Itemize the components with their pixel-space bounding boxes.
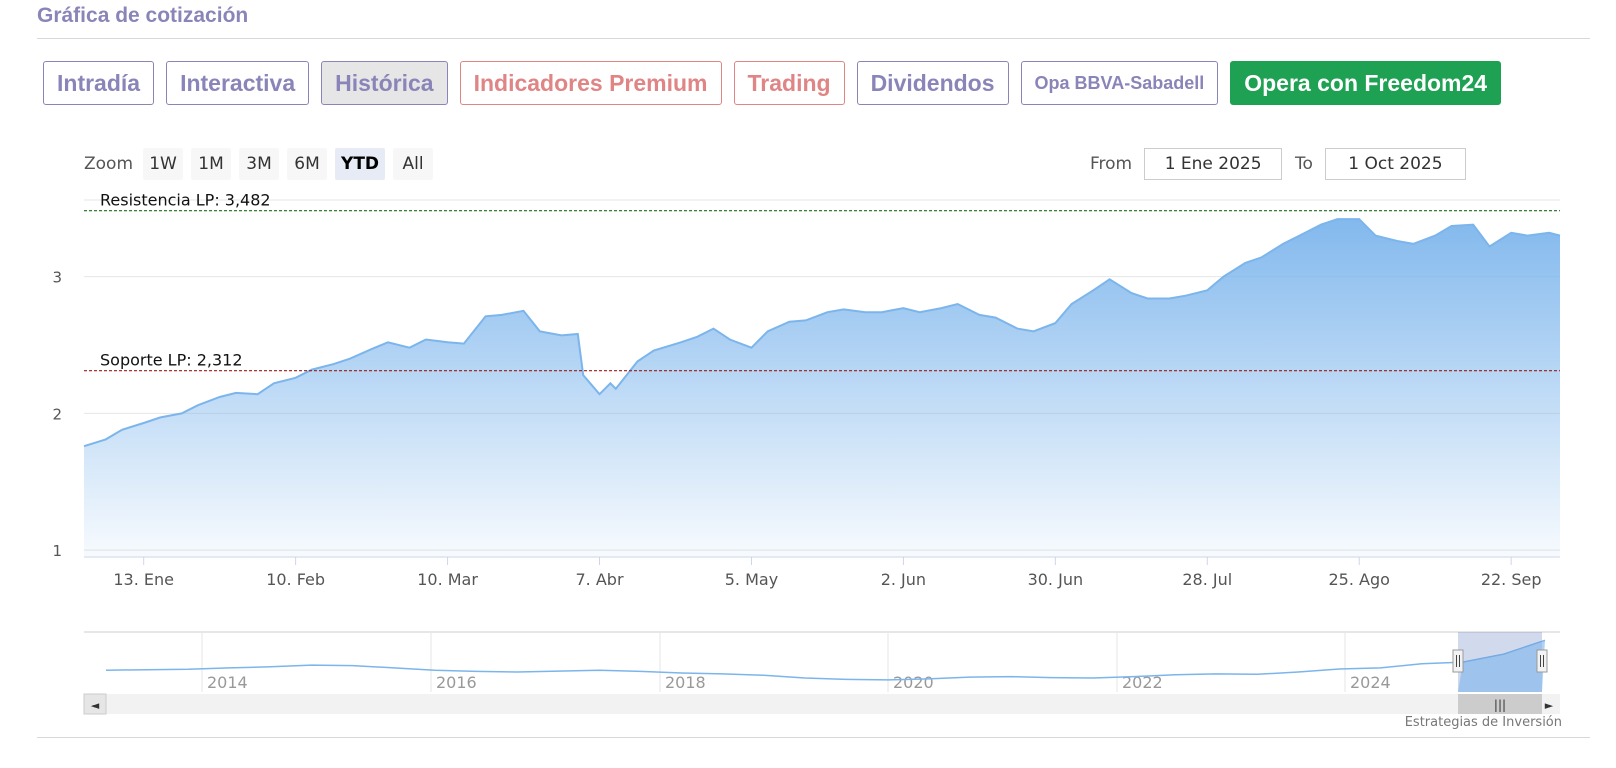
scrollbar-thumb[interactable] [1458,694,1542,714]
range-from-label: From [1090,154,1133,174]
price-line [83,218,1561,448]
zoom-button-all[interactable]: All [393,148,434,180]
x-tick-label: 22. Sep [1481,570,1542,589]
navigator-year-label: 2024 [1350,673,1391,692]
y-tick-label: 1 [52,542,62,560]
tab-opera-con-freedom24[interactable]: Opera con Freedom24 [1230,61,1502,105]
reference-label-1: Soporte LP: 2,312 [100,351,243,370]
navigator-series [105,639,1546,681]
x-tick-label: 2. Jun [881,570,926,589]
navigator-handle-0[interactable] [1452,649,1464,673]
scrollbar-track [84,694,1560,714]
navigator-year-label: 2016 [436,673,477,692]
tab-indicadores-premium[interactable]: Indicadores Premium [459,61,722,105]
price-area [84,219,1560,557]
range-to: To 1 Oct 2025 [1295,147,1466,181]
zoom-button-ytd[interactable]: YTD [335,148,386,180]
navigator-handle-1[interactable] [1536,649,1548,673]
scroll-right-icon: ► [1545,699,1554,712]
x-tick-label: 28. Jul [1182,570,1232,589]
section-title: Gráfica de cotización [37,4,249,27]
range-from-input[interactable]: 1 Ene 2025 [1144,148,1283,180]
reference-label-0: Resistencia LP: 3,482 [100,191,271,210]
tab-histórica[interactable]: Histórica [321,61,448,105]
scrollbar-left-button[interactable] [83,693,107,715]
x-tick-label: 13. Ene [113,570,174,589]
zoom-button-6m[interactable]: 6M [287,148,328,180]
tab-opa-bbva-sabadell[interactable]: Opa BBVA-Sabadell [1020,61,1219,105]
chart-tabs: Intradía Interactiva Histórica Indicadores … [43,61,1502,105]
tab-interactiva[interactable]: Interactiva [166,61,310,105]
x-tick-label: 10. Mar [417,570,478,589]
tab-intradía[interactable]: Intradía [43,61,155,105]
navigator-year-label: 2018 [665,673,706,692]
tab-dividendos[interactable]: Dividendos [856,61,1009,105]
title-divider [37,38,1590,39]
x-tick-label: 10. Feb [266,570,325,589]
x-tick-label: 30. Jun [1028,570,1084,589]
range-to-label: To [1295,154,1313,174]
navigator-year-label: 2014 [207,673,248,692]
zoom-button-1m[interactable]: 1M [191,148,232,180]
chart-credit[interactable]: Estrategias de Inversión [1404,715,1562,730]
scrollbar-grip-icon: ||| [1494,698,1506,712]
zoom-button-1w[interactable]: 1W [143,148,184,180]
zoom-button-3m[interactable]: 3M [239,148,280,180]
zoom-selector: Zoom 1W 1M 3M 6M YTD All [84,147,434,181]
navigator-selection-area [1458,640,1545,692]
zoom-label: Zoom [84,154,134,174]
x-tick-label: 7. Abr [575,570,623,589]
y-tick-label: 2 [52,405,62,423]
tab-trading[interactable]: Trading [733,61,845,105]
range-from: From 1 Ene 2025 [1090,147,1283,181]
range-to-input[interactable]: 1 Oct 2025 [1324,148,1466,180]
x-tick-label: 25. Ago [1329,570,1390,589]
y-tick-label: 3 [52,269,62,287]
bottom-divider [37,737,1590,738]
navigator-year-label: 2020 [893,673,934,692]
scrollbar-right-button[interactable] [1538,694,1560,714]
scroll-left-icon: ◄ [91,699,100,712]
navigator-year-label: 2022 [1122,673,1163,692]
x-tick-label: 5. May [725,570,778,589]
